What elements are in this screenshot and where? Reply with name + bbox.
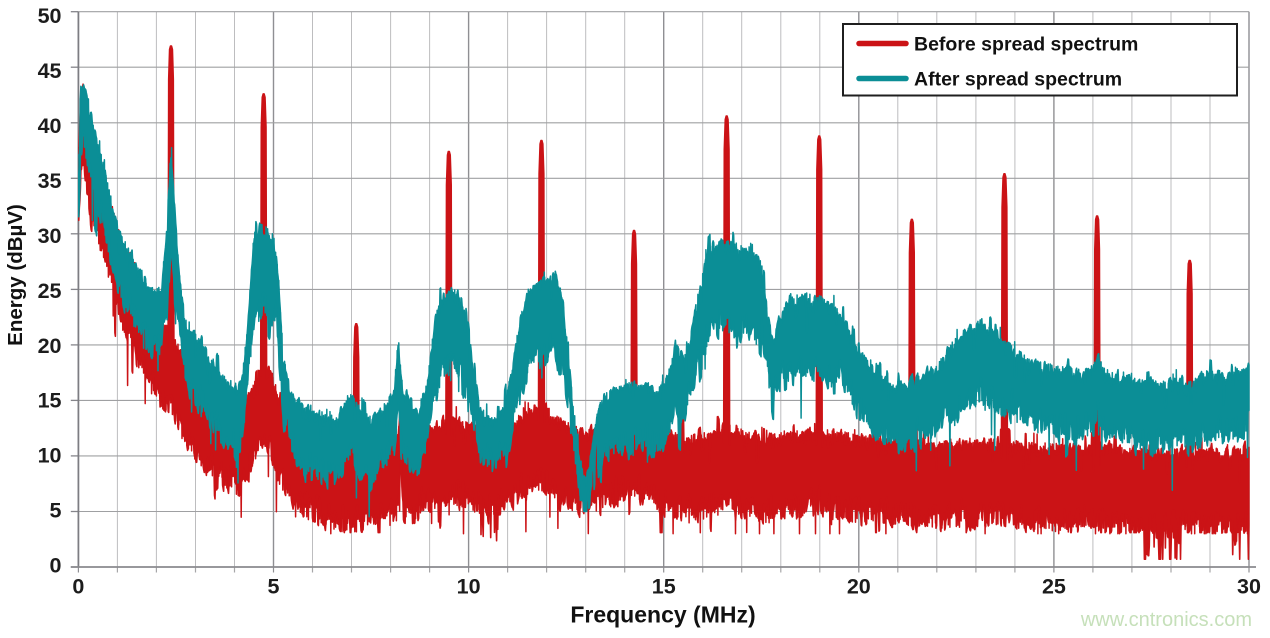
svg-text:10: 10	[457, 575, 481, 599]
svg-text:Frequency (MHz): Frequency (MHz)	[570, 602, 755, 628]
svg-text:0: 0	[72, 575, 84, 599]
svg-text:20: 20	[38, 334, 62, 358]
svg-text:15: 15	[652, 575, 676, 599]
svg-text:40: 40	[38, 114, 62, 138]
svg-text:30: 30	[38, 224, 62, 248]
svg-text:10: 10	[38, 444, 62, 468]
svg-text:After spread spectrum: After spread spectrum	[914, 69, 1122, 91]
svg-text:5: 5	[268, 575, 280, 599]
svg-text:20: 20	[847, 575, 871, 599]
svg-text:Before spread spectrum: Before spread spectrum	[914, 34, 1138, 56]
svg-text:www.cntronics.com: www.cntronics.com	[1080, 609, 1252, 631]
svg-text:25: 25	[1042, 575, 1066, 599]
svg-text:25: 25	[38, 279, 62, 303]
svg-text:0: 0	[50, 554, 62, 578]
svg-text:45: 45	[38, 59, 62, 83]
svg-text:Energy (dBµV): Energy (dBµV)	[4, 204, 27, 346]
svg-text:5: 5	[50, 499, 62, 523]
svg-text:15: 15	[38, 389, 62, 413]
svg-text:30: 30	[1237, 575, 1261, 599]
svg-text:35: 35	[38, 169, 62, 193]
svg-text:50: 50	[38, 4, 62, 28]
